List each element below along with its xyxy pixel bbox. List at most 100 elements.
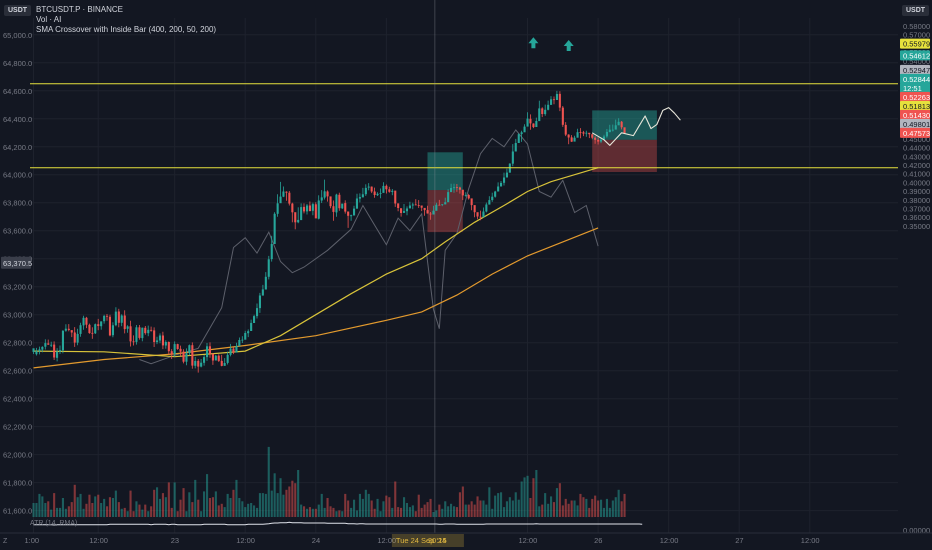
volume-bar [303, 506, 306, 517]
candle-body [167, 342, 170, 352]
candle-body [588, 132, 591, 135]
candle-body [235, 346, 238, 353]
volume-bar [373, 508, 376, 518]
left-axis-tick-label: 64,600.0 [3, 87, 32, 96]
candle-body [317, 200, 320, 219]
volume-bar [323, 507, 326, 517]
candle-body [455, 187, 458, 188]
candle-body [88, 324, 91, 334]
volume-bar [364, 489, 367, 517]
right-price-badge [900, 82, 930, 93]
sma-indicator-label[interactable]: SMA Crossover with Inside Bar (400, 200,… [36, 25, 217, 34]
volume-bar [579, 493, 582, 517]
volume-bar [326, 498, 329, 517]
volume-bar [376, 498, 379, 518]
candle-body [294, 212, 297, 223]
volume-bar [67, 506, 70, 517]
candle-body [429, 213, 432, 215]
volume-bar [82, 508, 85, 518]
left-currency-badge[interactable]: USDT [4, 5, 32, 16]
right-currency-badge[interactable]: USDT [902, 5, 930, 16]
candle-body [447, 192, 450, 203]
volume-bar [614, 497, 617, 517]
volume-bar [73, 484, 76, 517]
right-price-badge-text: 12:51 [903, 84, 922, 93]
right-price-badge [900, 38, 930, 49]
volume-bar [179, 499, 182, 517]
candle-body [306, 205, 309, 212]
x-axis-tick-label: 24 [312, 536, 320, 545]
volume-bar [173, 482, 176, 517]
candle-body [570, 137, 573, 142]
volume-bar [385, 495, 388, 517]
candle-body [311, 204, 314, 211]
candle-body [523, 126, 526, 133]
candle-body [488, 200, 491, 205]
volume-bar [229, 498, 232, 517]
volume-bar [273, 473, 276, 517]
candle-body [56, 351, 59, 358]
timezone-corner[interactable]: Z [3, 538, 8, 545]
candle-body [279, 196, 282, 204]
volume-bar [505, 501, 508, 517]
candle-body [332, 206, 335, 212]
current-price-label: 63,370.5 [3, 259, 32, 268]
candle-body [156, 340, 159, 343]
candle-body [600, 139, 603, 142]
candle-body [353, 208, 356, 216]
candle-body [479, 216, 482, 218]
candle-body [97, 324, 100, 326]
volume-bar [564, 498, 567, 518]
candle-body [261, 289, 264, 296]
volume-bar [120, 508, 123, 518]
volume-bar [420, 507, 423, 517]
right-axis-tick-label: 0.37000 [903, 205, 930, 214]
atr-indicator-label[interactable]: ATR (14, RMA) [30, 520, 78, 527]
left-axis-tick-label: 62,800.0 [3, 339, 32, 348]
candle-body [361, 194, 364, 198]
candle-body [338, 194, 341, 209]
volume-bar [164, 497, 167, 517]
candle-body [217, 355, 220, 361]
candle-body [391, 190, 394, 192]
volume-bar [514, 492, 517, 518]
volume-bar [379, 511, 382, 517]
candle-body [535, 121, 538, 127]
volume-bar [558, 483, 561, 517]
volume-bar [605, 498, 608, 518]
volume-bar [191, 502, 194, 517]
volume-bar [423, 504, 426, 517]
candle-body [194, 361, 197, 366]
candle-body [382, 185, 385, 193]
candle-body [594, 137, 597, 140]
volume-bar [41, 496, 44, 517]
candle-body [438, 204, 441, 206]
volume-bar [332, 507, 335, 517]
right-axis-tick-label: 0.43000 [903, 152, 930, 161]
volume-bar [538, 506, 541, 517]
candle-body [476, 212, 479, 217]
candle-body [414, 204, 417, 206]
candle-body [552, 99, 555, 101]
candle-body [229, 348, 232, 355]
volume-bar [291, 480, 294, 517]
candle-body [64, 328, 67, 331]
volume-bar [56, 507, 59, 517]
volume-bar [370, 500, 373, 517]
volume-bar [453, 506, 456, 517]
candle-body [526, 118, 529, 127]
volume-bar [470, 501, 473, 517]
volume-bar [555, 488, 558, 517]
volume-bar [400, 507, 403, 517]
candle-body [623, 127, 626, 134]
volume-bar [347, 500, 350, 517]
candle-body [244, 333, 247, 340]
volume-bar [88, 494, 91, 517]
volume-bar [591, 498, 594, 518]
volume-bar [500, 492, 503, 518]
volume-indicator-label[interactable]: Vol · AI [36, 15, 62, 24]
candle-body [47, 343, 50, 345]
left-axis-tick-label: 62,000.0 [3, 451, 32, 460]
volume-bar [617, 489, 620, 517]
